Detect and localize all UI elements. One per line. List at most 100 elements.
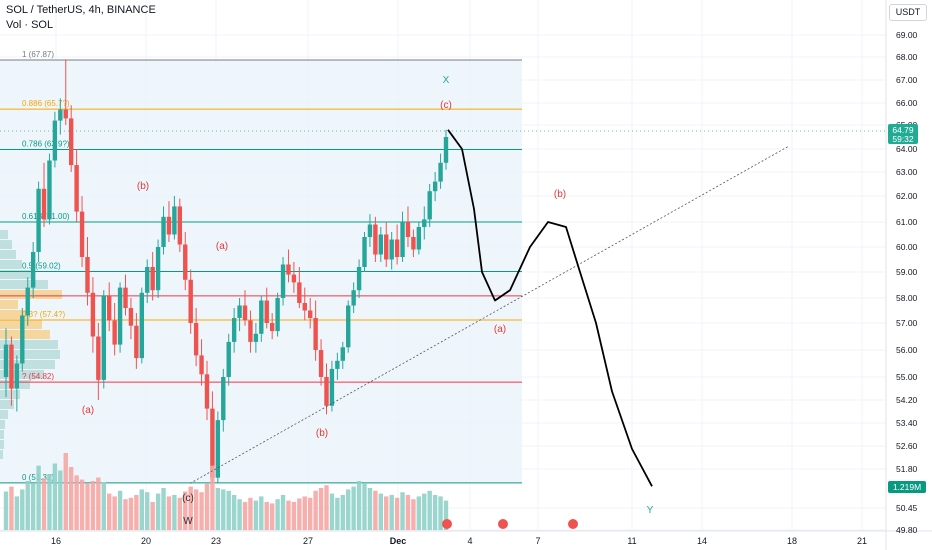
- volume-bar: [36, 465, 41, 530]
- volume-bar: [340, 495, 345, 530]
- time-axis-tick: Dec: [390, 536, 407, 546]
- volume-bar: [335, 497, 340, 530]
- bar-countdown: 59:32: [892, 134, 914, 144]
- volume-bar: [443, 500, 449, 530]
- fib-level-label: 0.786 (63.9?): [22, 139, 70, 148]
- time-axis-tick: 20: [141, 536, 151, 546]
- current-price-tag: [888, 124, 918, 144]
- volume-bar: [242, 502, 248, 530]
- volume-bar: [52, 463, 58, 530]
- volume-bar: [90, 481, 96, 530]
- volume-bar: [112, 496, 117, 530]
- volume-bar: [318, 488, 324, 530]
- candle-body: [9, 344, 14, 389]
- economic-event-icon: [568, 519, 578, 529]
- candle-body: [226, 341, 231, 377]
- price-axis-tick: 69.00: [896, 30, 918, 40]
- volume-bar: [313, 490, 318, 530]
- price-axis-tick: 54.20: [896, 395, 918, 405]
- candle-body: [351, 290, 356, 306]
- price-axis-tick: 52.60: [896, 441, 918, 451]
- volume-bar: [405, 495, 411, 530]
- volume-bar: [291, 502, 297, 530]
- volume-profile-bar: [0, 240, 12, 249]
- wave-label: W: [183, 516, 193, 527]
- volume-tag: [888, 481, 926, 493]
- candle-body: [14, 363, 20, 389]
- price-axis-tick: 49.80: [896, 525, 918, 535]
- volume-bar: [101, 482, 106, 530]
- volume-bar: [172, 495, 177, 530]
- price-axis-tick: 61.00: [896, 217, 918, 227]
- candle-body: [291, 274, 297, 283]
- volume-bar: [351, 486, 356, 530]
- volume-bar: [123, 499, 128, 530]
- candle-body: [307, 310, 313, 318]
- volume-bar: [269, 503, 275, 530]
- current-price-value: 64.79: [892, 125, 914, 135]
- time-axis-tick: 4: [467, 536, 472, 546]
- volume-bar: [74, 475, 79, 530]
- volume-profile-bar: [0, 330, 50, 339]
- price-axis-tick: 62.00: [896, 191, 918, 201]
- volume-profile-bar: [0, 230, 8, 239]
- volume-bar: [384, 496, 389, 530]
- volume-bar: [416, 496, 422, 530]
- candle-body: [264, 300, 269, 323]
- candle-body: [155, 247, 161, 291]
- time-axis-tick: 11: [627, 536, 636, 546]
- candle-body: [221, 377, 226, 421]
- candle-body: [297, 282, 302, 303]
- candle-body: [74, 165, 79, 212]
- candle-body: [269, 323, 275, 332]
- volume-bar: [3, 491, 9, 530]
- candle-body: [47, 160, 52, 220]
- candle-body: [275, 298, 280, 332]
- volume-bar: [373, 490, 378, 530]
- candle-body: [30, 252, 36, 288]
- volume-bar: [96, 477, 101, 530]
- volume-tag-value: 1.219M: [893, 482, 921, 492]
- volume-bar: [346, 489, 351, 530]
- candle-body: [188, 279, 193, 323]
- candle-body: [107, 295, 112, 321]
- volume-bar: [183, 491, 188, 530]
- candle-body: [3, 344, 9, 377]
- candle-body: [443, 137, 449, 163]
- volume-bar: [438, 496, 443, 530]
- volume-bar: [231, 495, 237, 530]
- currency-selector-button[interactable]: USDT: [889, 4, 927, 21]
- candle-body: [183, 244, 188, 280]
- wave-label: (c): [182, 493, 194, 504]
- time-axis-tick: 27: [303, 536, 313, 546]
- candle-body: [356, 267, 362, 291]
- price-axis-tick: 56.00: [896, 345, 918, 355]
- volume-bar: [226, 490, 231, 530]
- time-axis-tick: 21: [857, 536, 867, 546]
- fib-level-label: 0.3? (57.4?): [22, 310, 65, 319]
- volume-bar: [145, 492, 150, 530]
- volume-bar: [107, 493, 112, 530]
- wave-label: (b): [137, 181, 149, 192]
- volume-profile-bar: [0, 400, 14, 409]
- volume-bar: [68, 467, 74, 530]
- price-axis-tick: 64.00: [896, 144, 918, 154]
- candle-body: [210, 408, 215, 478]
- volume-bar: [389, 495, 394, 530]
- volume-profile-bar: [0, 410, 8, 419]
- candle-body: [373, 224, 378, 255]
- volume-profile-bar: [0, 270, 34, 279]
- wave-label: (a): [494, 324, 506, 335]
- volume-bar: [117, 490, 123, 530]
- candle-body: [286, 264, 291, 275]
- candle-body: [58, 109, 63, 121]
- candle-body: [112, 320, 117, 345]
- candle-body: [90, 292, 96, 337]
- candle-body: [36, 188, 41, 252]
- fib-level-label: 0.886 (65.7?): [22, 99, 70, 108]
- time-axis-tick: 14: [697, 536, 707, 546]
- candle-body: [389, 239, 394, 260]
- volume-bar: [221, 489, 226, 530]
- candle-body: [394, 239, 400, 257]
